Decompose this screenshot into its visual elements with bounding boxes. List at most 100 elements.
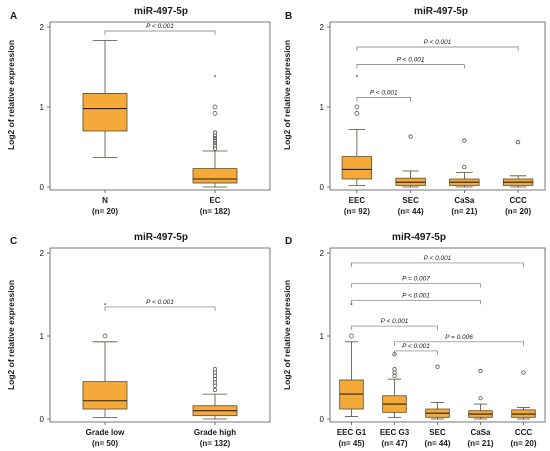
outlier-point: [212, 143, 218, 148]
box-sec: [395, 134, 426, 188]
y-axis-label: Log2 of relative expression: [282, 280, 292, 390]
box-ccc: [511, 370, 536, 420]
outlier-point: [212, 367, 218, 372]
category-n-label: (n= 92): [344, 207, 370, 216]
significance-bracket: P < 0.001: [351, 318, 438, 331]
y-tick-label: 1: [40, 332, 45, 341]
category-label: CaSa: [470, 428, 491, 437]
significance-bracket: P < 0.001: [104, 23, 216, 35]
significance-bracket: P = 0.006: [394, 334, 524, 346]
p-value-label: P < 0.001: [370, 89, 398, 96]
y-tick-label: 0: [320, 415, 325, 424]
significance-bracket: P < 0.001: [394, 343, 438, 355]
y-tick-label: 0: [40, 415, 45, 424]
outlier-point: [212, 130, 218, 135]
outlier-star: *: [350, 302, 353, 309]
bracket-line: [394, 341, 524, 346]
box-iqr: [82, 93, 128, 132]
category-label: EEC G3: [380, 428, 410, 437]
category-n-label: (n= 20): [92, 207, 118, 216]
p-value-label: P < 0.001: [424, 255, 452, 262]
significance-bracket: P < 0.001: [356, 57, 465, 69]
box-grade-low: *: [82, 302, 128, 418]
y-axis-label: Log2 of relative expression: [6, 280, 16, 390]
category-label: Grade high: [194, 428, 236, 437]
category-label: CCC: [515, 428, 533, 437]
outlier-point: [478, 368, 483, 373]
panel-d: D miR-497-5p Log2 of relative expression…: [282, 232, 546, 448]
y-tick-label: 1: [40, 103, 45, 112]
y-tick-label: 2: [320, 23, 325, 32]
category-label: CaSa: [454, 196, 475, 205]
chart-title: miR-497-5p: [134, 6, 188, 17]
outlier-star: *: [214, 75, 217, 82]
category-label: N: [102, 196, 108, 205]
panel-label: A: [10, 11, 17, 22]
plot-frame: [49, 21, 271, 191]
category-label: Grade low: [86, 428, 125, 437]
significance-bracket: P = 0.007: [351, 276, 481, 288]
outlier-star: *: [356, 75, 359, 82]
category-label: EEC: [349, 196, 366, 205]
bracket-line: [351, 299, 481, 305]
p-value-label: P = 0.007: [402, 276, 430, 283]
bracket-line: [356, 46, 519, 51]
category-n-label: (n= 182): [200, 207, 231, 216]
outlier-point: [212, 138, 218, 143]
outlier-point: [212, 104, 218, 110]
panel-a: A miR-497-5p Log2 of relative expression…: [6, 6, 271, 216]
bracket-line: [351, 262, 524, 267]
outlier-point: [354, 111, 360, 116]
outlier-point: [408, 134, 413, 139]
outlier-star: *: [104, 302, 107, 309]
outlier-point: [349, 333, 354, 339]
significance-bracket: P < 0.001: [356, 39, 519, 51]
bracket-line: [351, 283, 481, 288]
category-label: CCC: [509, 196, 527, 205]
bracket-line: [104, 306, 216, 311]
category-n-label: (n= 20): [505, 207, 531, 216]
significance-bracket: P < 0.001: [356, 89, 411, 102]
box-iqr: [192, 168, 238, 184]
box-n: [82, 40, 128, 158]
y-axis-label: Log2 of relative expression: [6, 40, 16, 150]
box-casa: [449, 138, 480, 188]
category-n-label: (n= 20): [510, 439, 536, 448]
p-value-label: P < 0.001: [146, 23, 174, 30]
box-eec-g3: [382, 352, 407, 418]
category-label: EC: [209, 196, 220, 205]
p-value-label: P < 0.001: [146, 299, 174, 306]
box-ec: *: [192, 75, 238, 188]
p-value-label: P < 0.001: [397, 57, 425, 64]
box-iqr: [82, 381, 128, 410]
outlier-point: [392, 367, 397, 372]
category-n-label: (n= 44): [424, 439, 450, 448]
panel-label: B: [285, 11, 292, 22]
y-axis-label: Log2 of relative expression: [282, 40, 292, 150]
chart-title: miR-497-5p: [134, 232, 188, 243]
category-n-label: (n= 47): [381, 439, 407, 448]
category-label: EEC G1: [337, 428, 367, 437]
plot-frame: [49, 247, 271, 423]
panel-b: B miR-497-5p Log2 of relative expression…: [282, 6, 546, 216]
category-n-label: (n= 44): [398, 207, 424, 216]
outlier-point: [212, 373, 218, 378]
outlier-point: [392, 370, 397, 375]
outlier-point: [516, 140, 521, 145]
box-eec-g1: *: [339, 302, 364, 417]
y-tick-label: 0: [40, 183, 45, 192]
y-tick-label: 2: [40, 23, 45, 32]
outlier-point: [521, 370, 526, 375]
y-tick-label: 1: [320, 332, 325, 341]
p-value-label: P < 0.001: [424, 39, 452, 46]
outlier-point: [392, 373, 397, 378]
bracket-line: [104, 30, 216, 35]
outlier-point: [212, 380, 218, 385]
category-label: SEC: [402, 196, 419, 205]
box-sec: [425, 364, 450, 420]
p-value-label: P < 0.001: [381, 318, 409, 325]
bracket-line: [351, 325, 438, 331]
plot-frame: [329, 21, 546, 191]
box-iqr: [341, 156, 373, 180]
category-n-label: (n= 21): [467, 439, 493, 448]
